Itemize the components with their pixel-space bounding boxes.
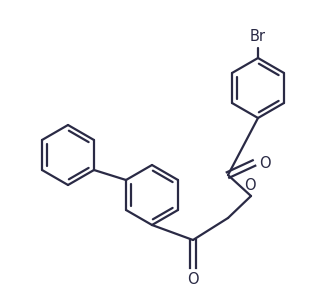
Text: O: O: [244, 178, 256, 193]
Text: O: O: [187, 272, 199, 287]
Text: O: O: [259, 156, 270, 170]
Text: Br: Br: [250, 29, 266, 44]
